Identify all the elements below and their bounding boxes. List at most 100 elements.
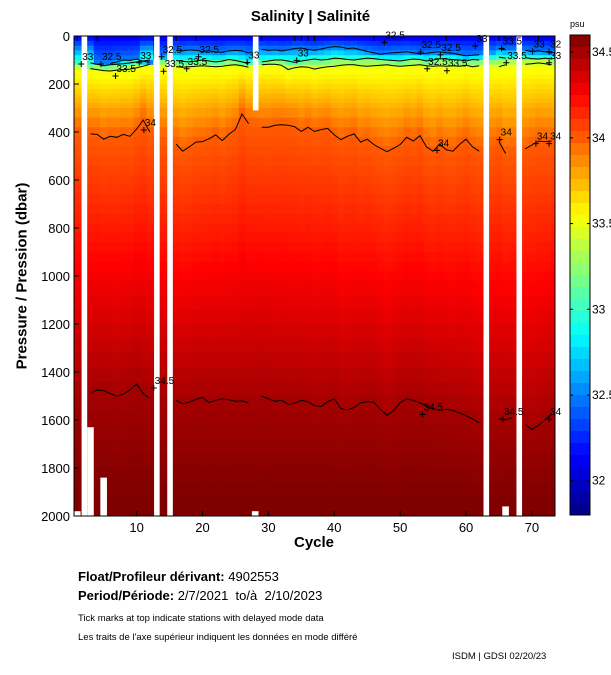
heatmap-cell	[146, 117, 154, 128]
heatmap-cell	[298, 453, 306, 469]
heatmap-cell	[218, 324, 227, 339]
heatmap-cell	[106, 213, 115, 224]
heatmap-cell	[548, 381, 556, 397]
heatmap-cell	[133, 295, 141, 311]
heatmap-cell	[416, 468, 424, 483]
heatmap-cell	[489, 108, 497, 119]
heatmap-cell	[508, 36, 516, 42]
heatmap-cell	[311, 439, 319, 455]
heatmap-cell	[212, 242, 220, 253]
heatmap-cell	[350, 396, 358, 411]
heatmap-cell	[548, 261, 556, 272]
heatmap-cell	[370, 93, 378, 99]
heatmap-cell	[436, 108, 444, 119]
heatmap-cell	[416, 45, 424, 51]
heatmap-cell	[258, 352, 266, 368]
heatmap-cell	[93, 309, 101, 325]
heatmap-cell	[291, 453, 299, 469]
heatmap-cell	[225, 453, 233, 469]
heatmap-cell	[265, 338, 273, 354]
heatmap-cell	[120, 309, 128, 325]
heatmap-cell	[350, 74, 358, 80]
heatmap-cell	[344, 146, 352, 157]
heatmap-cell	[350, 40, 358, 47]
heatmap-cell	[100, 84, 108, 90]
heatmap-cell	[535, 84, 543, 90]
heatmap-cell	[113, 439, 121, 455]
heatmap-cell	[528, 424, 536, 440]
heatmap-cell	[265, 146, 273, 157]
heatmap-cell	[265, 45, 273, 51]
heatmap-cell	[377, 84, 385, 90]
heatmap-cell	[258, 103, 266, 109]
heatmap-cell	[159, 60, 167, 66]
heatmap-cell	[245, 242, 253, 253]
heatmap-cell	[159, 252, 167, 263]
heatmap-cell	[396, 232, 404, 243]
heatmap-cell	[403, 45, 411, 51]
heatmap-cell	[146, 309, 154, 325]
heatmap-cell	[245, 410, 253, 426]
heatmap-cell	[93, 213, 101, 224]
heatmap-cell	[265, 98, 273, 104]
heatmap-cell	[416, 410, 424, 426]
contour-label-marker	[78, 61, 85, 67]
heatmap-cell	[357, 55, 365, 61]
heatmap-cell	[218, 55, 227, 61]
heatmap-cell	[489, 271, 497, 282]
heatmap-cell	[363, 295, 372, 311]
heatmap-cell	[106, 84, 115, 90]
heatmap-cell	[337, 468, 345, 483]
heatmap-cell	[502, 98, 510, 104]
heatmap-cell	[159, 204, 167, 215]
heatmap-cell	[238, 496, 246, 512]
heatmap-cell	[186, 184, 194, 195]
heatmap-cell	[423, 242, 431, 253]
heatmap-cell	[548, 252, 556, 263]
heatmap-cell	[377, 194, 385, 205]
heatmap-cell	[245, 496, 253, 512]
heatmap-cell	[100, 261, 108, 272]
heatmap-cell	[298, 98, 306, 104]
heatmap-cell	[311, 40, 319, 47]
heatmap-cell	[403, 271, 411, 282]
heatmap-cell	[548, 271, 556, 282]
heatmap-cell	[238, 127, 246, 138]
heatmap-cell	[291, 261, 299, 272]
heatmap-cell	[324, 338, 332, 354]
heatmap-cell	[74, 146, 82, 157]
heatmap-cell	[159, 367, 167, 383]
heatmap-cell	[350, 453, 358, 469]
heatmap-cell	[456, 117, 464, 128]
heatmap-cell	[377, 165, 385, 176]
heatmap-cell	[133, 261, 141, 272]
contour-label: 33	[140, 51, 152, 62]
heatmap-cell	[489, 136, 497, 147]
heatmap-cell	[377, 88, 385, 95]
heatmap-cell	[212, 324, 220, 339]
heatmap-cell	[357, 511, 365, 517]
heatmap-cell	[462, 136, 470, 147]
heatmap-cell	[475, 79, 484, 85]
heatmap-cell	[475, 136, 484, 147]
heatmap-cell	[205, 232, 213, 243]
heatmap-cell	[159, 156, 167, 167]
heatmap-cell	[383, 136, 391, 147]
heatmap-cell	[106, 117, 115, 128]
heatmap-cell	[508, 146, 516, 157]
heatmap-cell	[232, 108, 240, 119]
heatmap-cell	[179, 271, 187, 282]
heatmap-cell	[396, 175, 404, 186]
heatmap-cell	[238, 232, 246, 243]
heatmap-cell	[291, 271, 299, 282]
contour-label: 33.5	[507, 51, 527, 62]
heatmap-cell	[363, 98, 372, 104]
heatmap-cell	[172, 367, 180, 383]
heatmap-cell	[363, 93, 372, 99]
heatmap-cell	[495, 309, 503, 325]
heatmap-cell	[390, 309, 398, 325]
heatmap-cell	[383, 424, 391, 440]
heatmap-cell	[317, 136, 325, 147]
heatmap-cell	[363, 223, 372, 234]
heatmap-cell	[238, 136, 246, 147]
